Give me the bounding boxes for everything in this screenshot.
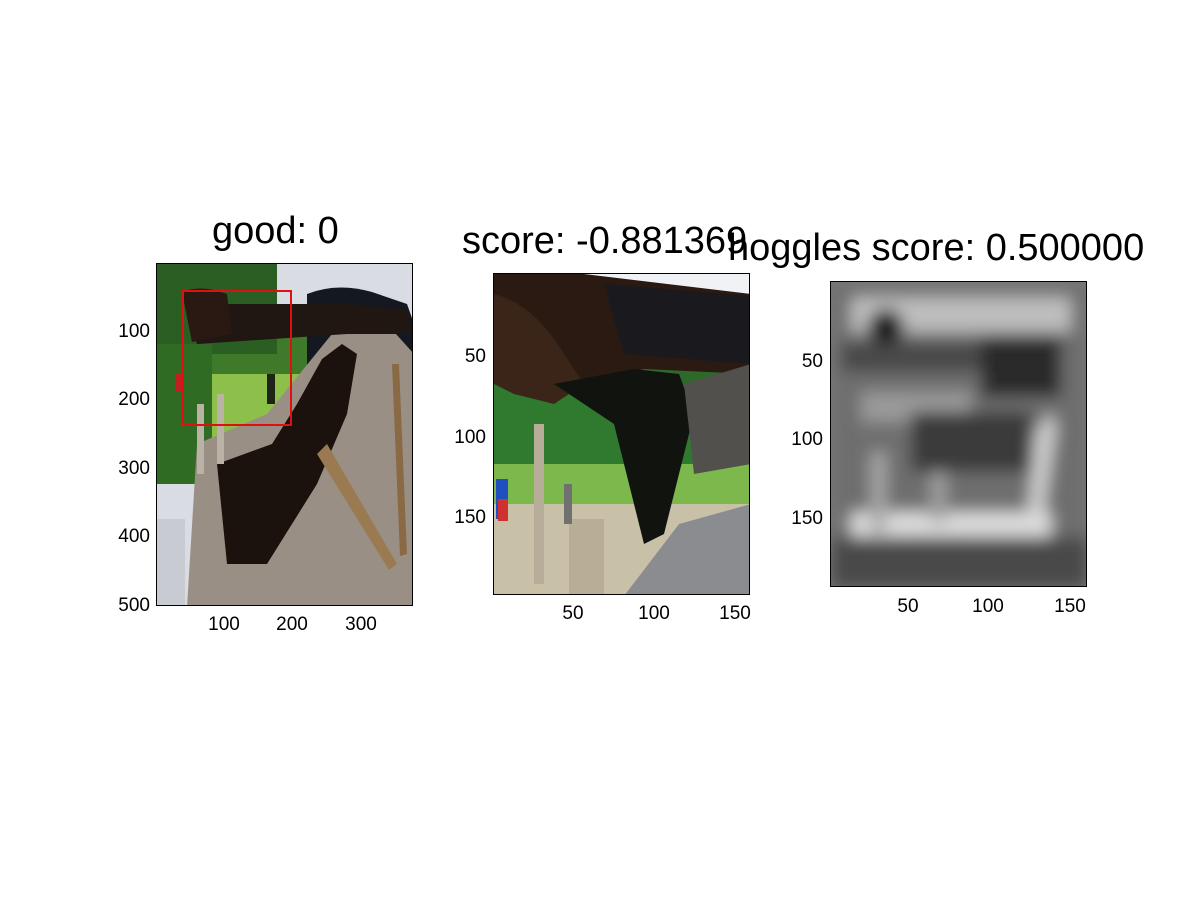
panel3-title: hoggles score: 0.500000 (728, 227, 1145, 269)
panel1-image-axes (156, 263, 413, 606)
panel3-xtick: 100 (972, 596, 1004, 617)
panel1-xtick: 300 (345, 614, 377, 635)
panel1-ytick: 500 (118, 595, 150, 616)
panel3-ytick: 150 (791, 508, 823, 529)
panel2-xtick: 50 (562, 603, 584, 624)
panel2-image-axes (493, 273, 750, 595)
panel2-title: score: -0.881369 (462, 220, 748, 262)
panel2-ytick: 150 (454, 507, 486, 528)
panel2-ytick: 100 (454, 427, 486, 448)
panel1-photo (157, 264, 412, 605)
panel2-xtick: 150 (719, 603, 751, 624)
hoggles-visualization (831, 282, 1086, 586)
panel2-ytick: 50 (464, 346, 486, 367)
panel2-photo (494, 274, 749, 594)
panel3-ytick: 100 (791, 429, 823, 450)
panel1-ytick: 400 (118, 526, 150, 547)
panel3-xtick: 150 (1054, 596, 1086, 617)
panel3-ytick: 50 (801, 351, 823, 372)
panel1-ytick: 100 (118, 321, 150, 342)
panel1-ytick: 200 (118, 389, 150, 410)
panel3-xtick: 50 (897, 596, 919, 617)
panel1-xtick: 100 (208, 614, 240, 635)
panel3-image-axes (830, 281, 1087, 587)
panel1-title: good: 0 (212, 210, 339, 252)
crop-box (182, 290, 292, 426)
panel2-xtick: 100 (638, 603, 670, 624)
panel1-xtick: 200 (276, 614, 308, 635)
panel1-ytick: 300 (118, 458, 150, 479)
